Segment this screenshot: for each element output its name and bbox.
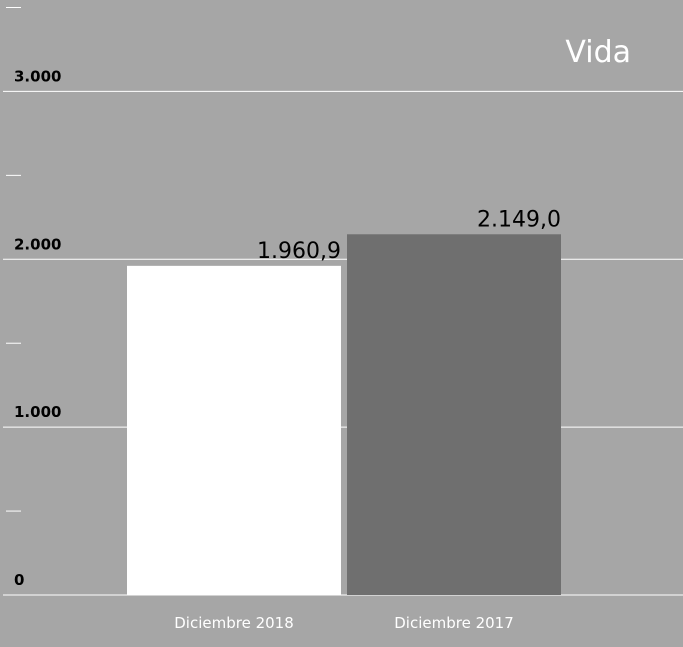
value-label: 1.960,9 — [257, 239, 341, 264]
category-label: Diciembre 2018 — [174, 614, 294, 632]
bar — [347, 234, 561, 595]
y-tick-label: 3.000 — [14, 67, 61, 85]
y-tick-label: 0 — [14, 571, 24, 589]
chart-title: Vida — [565, 35, 631, 70]
y-tick-label: 1.000 — [14, 403, 61, 421]
value-label: 2.149,0 — [477, 207, 561, 232]
category-label: Diciembre 2017 — [394, 614, 514, 632]
y-tick-label: 2.000 — [14, 235, 61, 253]
bar — [127, 265, 341, 595]
